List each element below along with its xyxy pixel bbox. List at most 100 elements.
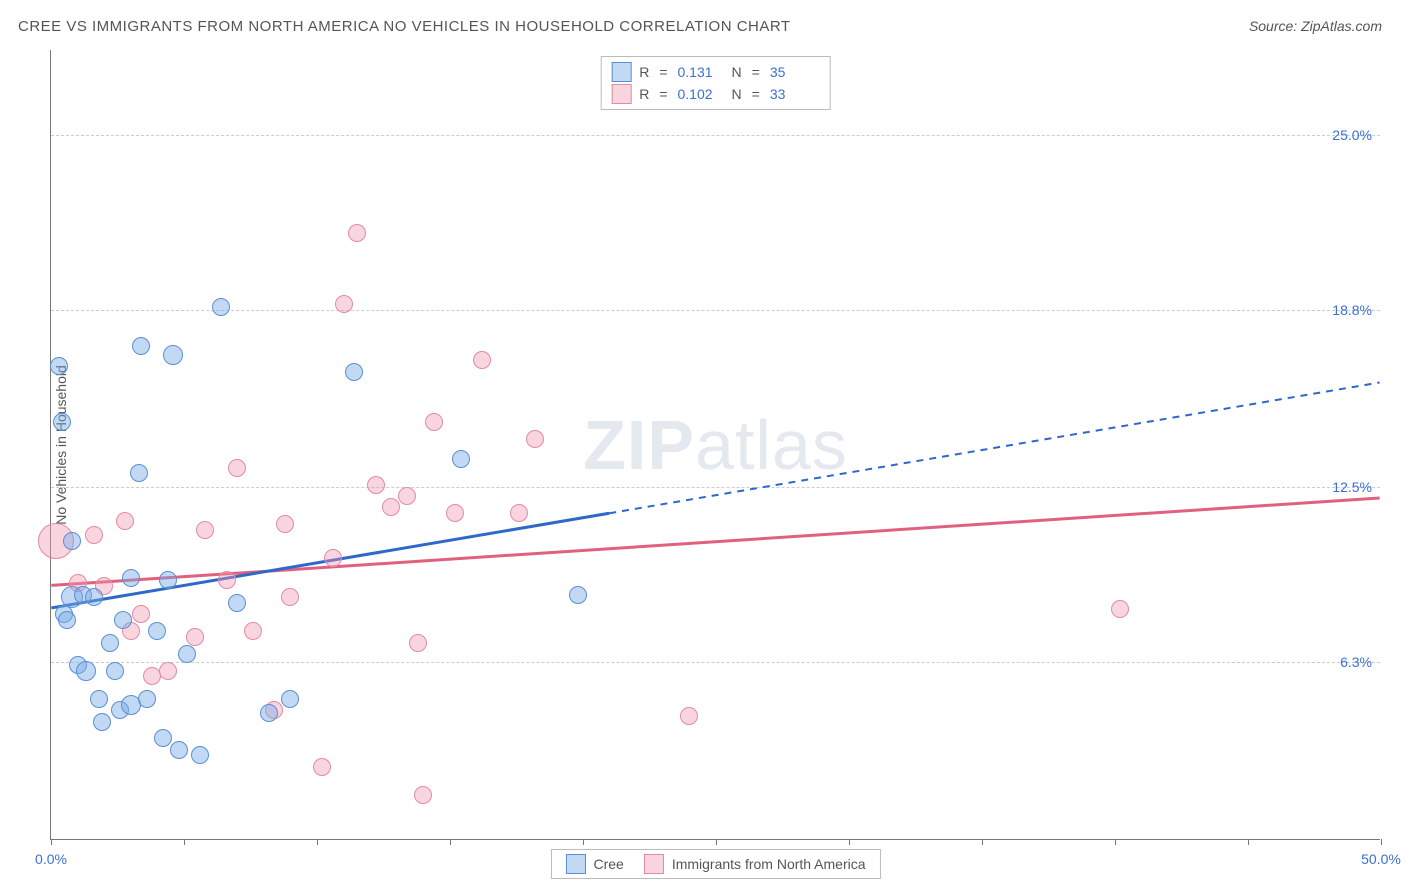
n-label: N [732,83,742,105]
data-point-blue [281,690,299,708]
data-point-blue [114,611,132,629]
data-point-blue [212,298,230,316]
data-point-pink [425,413,443,431]
data-point-blue [569,586,587,604]
data-point-blue [106,662,124,680]
x-tick [184,839,185,845]
legend-correlation: R = 0.131 N = 35 R = 0.102 N = 33 [600,56,831,110]
watermark-bold: ZIP [583,406,695,484]
data-point-pink [228,459,246,477]
n-value: 33 [770,83,816,105]
data-point-pink [510,504,528,522]
data-point-blue [85,588,103,606]
data-point-pink [398,487,416,505]
legend-row-pink: R = 0.102 N = 33 [611,83,816,105]
x-tick [1381,839,1382,845]
source-label: Source: [1249,18,1297,34]
x-tick-label: 0.0% [35,851,67,867]
x-tick [1115,839,1116,845]
legend-label: Cree [593,856,623,872]
data-point-blue [76,661,96,681]
legend-row-blue: R = 0.131 N = 35 [611,61,816,83]
data-point-pink [186,628,204,646]
data-point-pink [276,515,294,533]
data-point-blue [138,690,156,708]
y-axis-label: No Vehicles in Household [53,365,69,525]
x-tick [583,839,584,845]
data-point-blue [260,704,278,722]
data-point-pink [132,605,150,623]
data-point-pink [244,622,262,640]
plot-area: No Vehicles in Household ZIPatlas 6.3% 12… [50,50,1380,840]
data-point-blue [58,611,76,629]
source-attribution: Source: ZipAtlas.com [1249,18,1382,34]
data-point-blue [63,532,81,550]
equals: = [752,83,760,105]
y-tick-label: 18.8% [1332,302,1372,318]
legend-label: Immigrants from North America [672,856,866,872]
watermark: ZIPatlas [583,405,848,485]
data-point-pink [473,351,491,369]
equals: = [659,83,667,105]
data-point-pink [414,786,432,804]
legend-item-pink: Immigrants from North America [644,854,866,874]
gridline [51,310,1380,311]
y-tick-label: 25.0% [1332,127,1372,143]
y-tick-label: 6.3% [1340,654,1372,670]
data-point-pink [116,512,134,530]
data-point-pink [446,504,464,522]
data-point-blue [50,357,68,375]
data-point-blue [452,450,470,468]
data-point-pink [85,526,103,544]
data-point-blue [163,345,183,365]
x-tick [716,839,717,845]
legend-item-blue: Cree [565,854,623,874]
data-point-blue [345,363,363,381]
data-point-pink [1111,600,1129,618]
swatch-blue [611,62,631,82]
r-label: R [639,83,649,105]
r-value: 0.102 [678,83,724,105]
n-value: 35 [770,61,816,83]
data-point-pink [159,662,177,680]
x-tick [982,839,983,845]
chart-title: CREE VS IMMIGRANTS FROM NORTH AMERICA NO… [18,18,791,35]
x-tick [51,839,52,845]
equals: = [752,61,760,83]
data-point-pink [324,549,342,567]
data-point-pink [526,430,544,448]
legend-series: Cree Immigrants from North America [550,849,880,879]
data-point-pink [281,588,299,606]
data-point-blue [122,569,140,587]
watermark-rest: atlas [695,406,848,484]
data-point-pink [348,224,366,242]
r-value: 0.131 [678,61,724,83]
x-tick [1248,839,1249,845]
data-point-pink [680,707,698,725]
swatch-blue [565,854,585,874]
swatch-pink [644,854,664,874]
source-value: ZipAtlas.com [1301,18,1382,34]
data-point-blue [228,594,246,612]
r-label: R [639,61,649,83]
data-point-pink [367,476,385,494]
data-point-blue [159,571,177,589]
data-point-blue [101,634,119,652]
data-point-pink [313,758,331,776]
trend-lines-layer [51,50,1380,839]
data-point-blue [90,690,108,708]
data-point-blue [148,622,166,640]
data-point-blue [93,713,111,731]
data-point-blue [178,645,196,663]
equals: = [659,61,667,83]
gridline [51,662,1380,663]
data-point-pink [196,521,214,539]
data-point-blue [53,413,71,431]
data-point-blue [191,746,209,764]
data-point-blue [132,337,150,355]
x-tick [450,839,451,845]
data-point-blue [130,464,148,482]
x-tick [849,839,850,845]
x-tick [317,839,318,845]
y-tick-label: 12.5% [1332,479,1372,495]
